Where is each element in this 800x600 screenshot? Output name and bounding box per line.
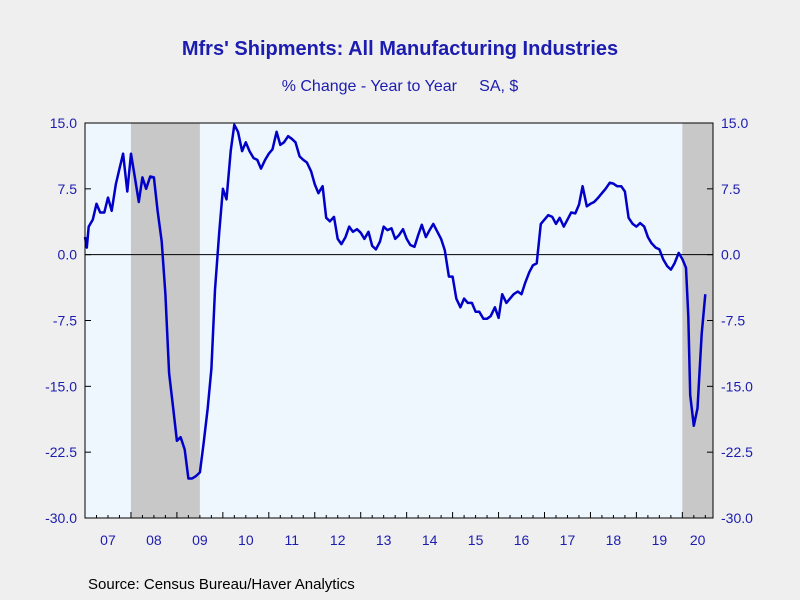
chart-title: Mfrs' Shipments: All Manufacturing Indus…	[181, 38, 619, 60]
y-tick-label-left: 0.0	[58, 247, 78, 263]
x-tick-label: 14	[422, 532, 438, 548]
y-tick-label-left: -7.5	[53, 313, 77, 329]
x-tick-label: 07	[100, 532, 116, 548]
y-tick-label-right: -30.0	[721, 510, 753, 526]
y-tick-label-left: 7.5	[58, 181, 78, 197]
source-note: Source: Census Bureau/Haver Analytics	[88, 576, 355, 593]
y-tick-label-right: -15.0	[721, 378, 753, 394]
y-tick-label-right: 7.5	[721, 181, 741, 197]
x-tick-label: 18	[606, 532, 622, 548]
x-tick-label: 11	[285, 532, 300, 548]
x-tick-label: 19	[652, 532, 668, 548]
x-tick-label: 17	[560, 532, 576, 548]
y-tick-label-left: 15.0	[50, 115, 77, 131]
y-tick-label-right: 0.0	[721, 247, 741, 263]
y-tick-label-right: -22.5	[721, 444, 753, 460]
y-tick-label-left: -22.5	[45, 444, 77, 460]
x-tick-label: 20	[690, 532, 706, 548]
y-tick-label-right: -7.5	[721, 313, 745, 329]
x-tick-label: 13	[376, 532, 392, 548]
x-tick-label: 16	[514, 532, 530, 548]
x-tick-label: 08	[146, 532, 162, 548]
series-line	[83, 123, 707, 480]
x-tick-label: 09	[192, 532, 208, 548]
chart-subtitle: % Change - Year to Year SA, $	[281, 78, 519, 95]
x-tick-label: 10	[238, 532, 254, 548]
y-tick-label-left: -30.0	[45, 510, 77, 526]
x-tick-label: 12	[330, 532, 346, 548]
x-tick-label: 15	[468, 532, 484, 548]
y-tick-label-right: 15.0	[721, 115, 748, 131]
y-tick-label-left: -15.0	[45, 378, 77, 394]
